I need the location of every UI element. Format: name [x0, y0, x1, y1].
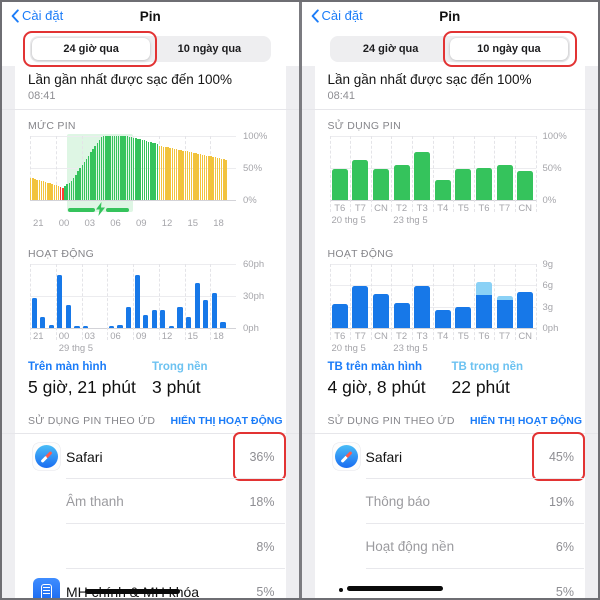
usage-by-app-label: SỬ DỤNG PIN THEO ỨD — [327, 415, 455, 427]
tab-24h[interactable]: 24 giờ qua — [32, 38, 151, 60]
last-charged-title: Lần gần nhất được sạc đến 100% — [327, 72, 532, 87]
app-row-audio[interactable]: Âm thanh 18% — [2, 479, 299, 524]
background-value: 3 phút — [152, 377, 201, 397]
safari-icon — [332, 443, 360, 470]
app-name: Hoạt động nền — [365, 539, 455, 554]
last-charged-time: 08:41 — [327, 90, 356, 102]
app-row-unnamed[interactable]: 8% — [2, 524, 299, 569]
show-activity-button[interactable]: HIỂN THỊ HOẠT ĐỘNG — [170, 415, 283, 427]
back-label: Cài đặt — [22, 8, 64, 23]
app-row-safari[interactable]: Safari 45% — [302, 432, 599, 481]
charging-bolt-icon — [95, 202, 105, 216]
safari-icon — [33, 443, 60, 470]
usage-by-app-label: SỬ DỤNG PIN THEO ỨD — [28, 415, 156, 427]
back-button[interactable]: Cài đặt — [11, 8, 63, 23]
app-name: Safari — [66, 448, 103, 465]
tab-10d[interactable]: 10 ngày qua — [177, 43, 242, 55]
app-row-home-lock-screen[interactable]: MH chính & MH khóa 5% — [2, 569, 299, 598]
app-name: Safari — [365, 448, 403, 465]
app-row-background-activity[interactable]: Hoạt động nền 6% — [302, 524, 599, 569]
nav-bar: Cài đặt Pin — [301, 2, 598, 30]
last-charged-title: Lần gần nhất được sạc đến 100% — [28, 72, 233, 87]
back-label: Cài đặt — [321, 8, 363, 23]
battery-usage-chart[interactable]: 100% 50% 0% T6 T7 CN T2 T3 T4 T5 T6 T7 CN 20 thg 5 23 … — [329, 131, 567, 226]
app-row-safari[interactable]: Safari 36% — [2, 432, 299, 481]
battery-usage-section-label: SỬ DỤNG PIN — [327, 120, 402, 132]
battery-level-chart[interactable]: 100% 50% 0% 21 00 03 06 09 12 15 18 — [2, 131, 299, 236]
app-row-notifications[interactable]: Thông báo 19% — [302, 479, 599, 524]
tab-24h[interactable]: 24 giờ qua — [362, 43, 419, 55]
activity-section-label: HOẠT ĐỘNG — [28, 248, 95, 260]
page-title: Pin — [139, 9, 161, 24]
background-label: Trong nền — [152, 361, 208, 373]
divider — [301, 433, 598, 434]
home-lock-screen-icon — [33, 578, 60, 598]
app-name: Thông báo — [365, 494, 431, 509]
app-percent: 19% — [548, 494, 574, 509]
screenshot-margin — [585, 66, 598, 598]
app-percent: 36% — [249, 449, 275, 464]
redaction-bar — [85, 589, 180, 594]
screenshot-margin — [301, 66, 315, 598]
page-title: Pin — [439, 9, 461, 24]
last-charged-time: 08:41 — [28, 90, 56, 102]
nav-bar: Cài đặt Pin — [2, 2, 299, 30]
chevron-left-icon — [311, 8, 319, 23]
screen-on-label: Trên màn hình — [28, 361, 107, 373]
battery-screen-10d: Cài đặt Pin 24 giờ qua 10 ngày qua Lần g… — [301, 2, 599, 599]
screen-on-value: 5 giờ, 21 phút — [28, 377, 136, 397]
chevron-left-icon — [11, 8, 19, 23]
tab-10d[interactable]: 10 ngày qua — [449, 38, 568, 60]
back-button[interactable]: Cài đặt — [311, 8, 363, 23]
app-percent: 6% — [555, 539, 574, 554]
avg-screen-on-label: TB trên màn hình — [327, 361, 423, 373]
app-usage-list: Safari 36% Âm thanh 18% 8% MH — [2, 432, 299, 598]
app-percent: 45% — [548, 449, 574, 464]
app-name: Âm thanh — [66, 494, 124, 509]
divider — [2, 109, 299, 110]
avg-background-value: 22 phút — [451, 377, 510, 397]
time-range-tabs: 24 giờ qua 10 ngày qua — [329, 31, 577, 67]
redaction-dot — [338, 588, 343, 592]
screenshot-margin — [285, 66, 299, 598]
time-range-tabs: 24 giờ qua 10 ngày qua — [23, 31, 271, 67]
app-usage-list: Safari 45% Thông báo 19% Hoạt động nền 6… — [302, 432, 599, 599]
app-percent: 8% — [256, 539, 275, 554]
avg-screen-on-value: 4 giờ, 8 phút — [327, 377, 426, 397]
divider — [301, 109, 598, 110]
app-percent: 5% — [555, 584, 574, 599]
avg-background-label: TB trong nền — [451, 361, 524, 373]
activity-chart[interactable]: 9g 6g 3g 0ph T6 T7 CN T2 T3 T4 T5 T6 T7 CN 20 thg 5 23 … — [329, 259, 559, 354]
activity-chart[interactable]: 60ph 30ph 0ph 21 00 03 06 09 12 15 18 29 thg 5 — [2, 259, 299, 356]
app-percent: 5% — [256, 584, 275, 599]
screenshot-margin — [2, 66, 15, 598]
redaction-bar — [346, 586, 443, 591]
battery-level-section-label: MỨC PIN — [28, 120, 76, 132]
app-row-redacted[interactable]: 5% — [302, 569, 599, 599]
show-activity-button[interactable]: HIỂN THỊ HOẠT ĐỘNG — [470, 415, 582, 427]
divider — [2, 433, 299, 434]
app-percent: 18% — [249, 494, 275, 509]
battery-screen-24h: Cài đặt Pin 24 giờ qua 10 ngày qua Lần g… — [2, 2, 299, 598]
activity-section-label: HOẠT ĐỘNG — [327, 248, 394, 260]
